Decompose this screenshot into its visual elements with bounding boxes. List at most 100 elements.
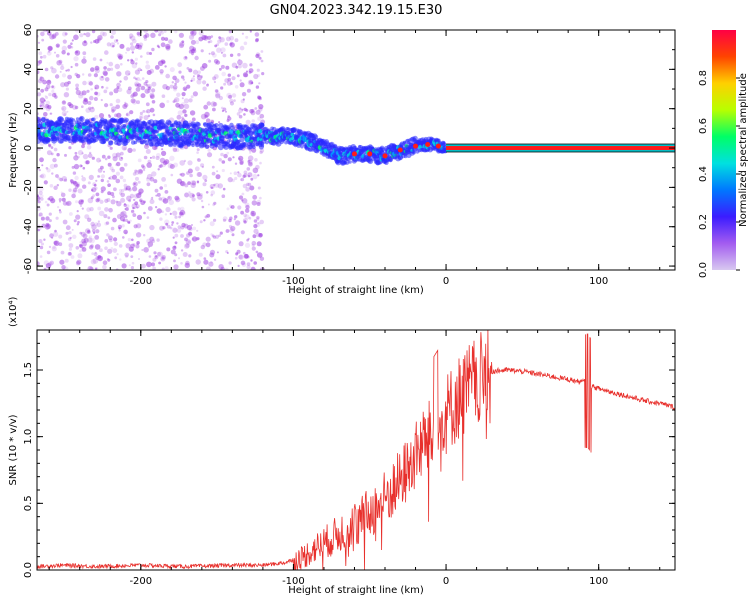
noise-point — [191, 52, 194, 56]
noise-point — [132, 181, 138, 187]
noise-point — [129, 45, 136, 51]
noise-point — [207, 148, 211, 152]
noise-point — [95, 229, 100, 234]
noise-point — [218, 121, 221, 124]
noise-point — [164, 65, 167, 68]
noise-point — [148, 246, 151, 249]
noise-point — [77, 220, 80, 224]
ridge-point — [291, 127, 298, 133]
noise-point — [218, 36, 221, 39]
noise-point — [236, 249, 241, 254]
noise-point — [141, 164, 145, 168]
noise-point — [256, 68, 260, 72]
noise-point — [46, 168, 51, 173]
noise-point — [174, 30, 178, 34]
noise-point — [184, 113, 187, 117]
noise-point — [149, 236, 155, 242]
noise-point — [210, 119, 214, 123]
noise-point — [205, 242, 211, 248]
noise-point — [229, 42, 235, 48]
noise-point — [170, 249, 176, 255]
noise-point — [72, 234, 77, 239]
noise-point — [40, 174, 44, 179]
noise-point — [165, 86, 170, 91]
snr-y-tick-label: 1.0 — [23, 429, 34, 445]
noise-point — [259, 256, 265, 261]
noise-point — [48, 46, 53, 51]
spectrogram-x-tick-label: -200 — [129, 276, 152, 287]
noise-point — [99, 248, 103, 253]
noise-point — [90, 196, 94, 200]
noise-point — [175, 102, 181, 108]
noise-point — [259, 196, 262, 200]
noise-point — [259, 161, 262, 165]
noise-point — [127, 237, 132, 242]
noise-point — [38, 239, 43, 244]
noise-point — [212, 53, 217, 58]
noise-point — [209, 249, 216, 255]
noise-point — [255, 38, 259, 43]
noise-point — [51, 85, 56, 90]
noise-point — [230, 225, 236, 232]
noise-point — [111, 168, 115, 173]
noise-point — [256, 199, 262, 205]
noise-point — [88, 174, 94, 180]
noise-point — [239, 161, 244, 165]
noise-point — [130, 98, 136, 104]
ridge-point — [253, 123, 257, 128]
noise-point — [73, 56, 79, 62]
noise-point — [143, 247, 149, 253]
noise-point — [180, 181, 186, 187]
noise-point — [100, 98, 103, 102]
noise-point — [82, 166, 86, 170]
noise-point — [243, 113, 246, 116]
spectrogram-y-tick-label: 60 — [23, 24, 34, 37]
noise-point — [247, 79, 254, 86]
noise-point — [49, 112, 52, 115]
noise-point — [82, 184, 87, 189]
noise-point — [81, 90, 87, 96]
noise-point — [50, 66, 54, 70]
noise-point — [47, 104, 52, 110]
noise-point — [228, 261, 232, 265]
ridge-point — [56, 136, 61, 140]
noise-point — [43, 260, 49, 266]
noise-point — [228, 218, 232, 223]
noise-point — [82, 99, 89, 105]
noise-point — [122, 178, 127, 183]
noise-point — [39, 194, 44, 198]
noise-point — [135, 232, 142, 238]
noise-point — [119, 191, 123, 195]
noise-point — [212, 107, 216, 112]
noise-point — [110, 247, 114, 250]
noise-point — [255, 85, 260, 89]
noise-point — [167, 163, 174, 169]
noise-point — [60, 82, 66, 88]
noise-point — [97, 175, 100, 178]
noise-point — [104, 221, 108, 226]
noise-point — [184, 183, 189, 188]
snr-y-label: SNR (10 * v/v) — [8, 414, 19, 485]
noise-point — [231, 178, 235, 183]
noise-point — [151, 81, 157, 87]
noise-point — [242, 183, 248, 189]
noise-point — [134, 170, 140, 175]
noise-point — [96, 157, 101, 163]
noise-point — [76, 184, 80, 187]
noise-point — [179, 211, 183, 216]
ridge-point — [51, 134, 57, 140]
noise-point — [149, 94, 155, 99]
noise-point — [176, 228, 182, 233]
noise-point — [233, 218, 236, 221]
noise-point — [100, 165, 104, 170]
noise-point — [257, 96, 262, 100]
noise-point — [240, 260, 246, 266]
noise-point — [237, 172, 242, 178]
noise-point — [107, 183, 111, 187]
noise-point — [143, 234, 146, 237]
noise-point — [45, 96, 49, 99]
noise-point — [125, 207, 129, 211]
noise-point — [251, 212, 255, 216]
noise-point — [199, 220, 203, 224]
noise-point — [198, 36, 204, 42]
